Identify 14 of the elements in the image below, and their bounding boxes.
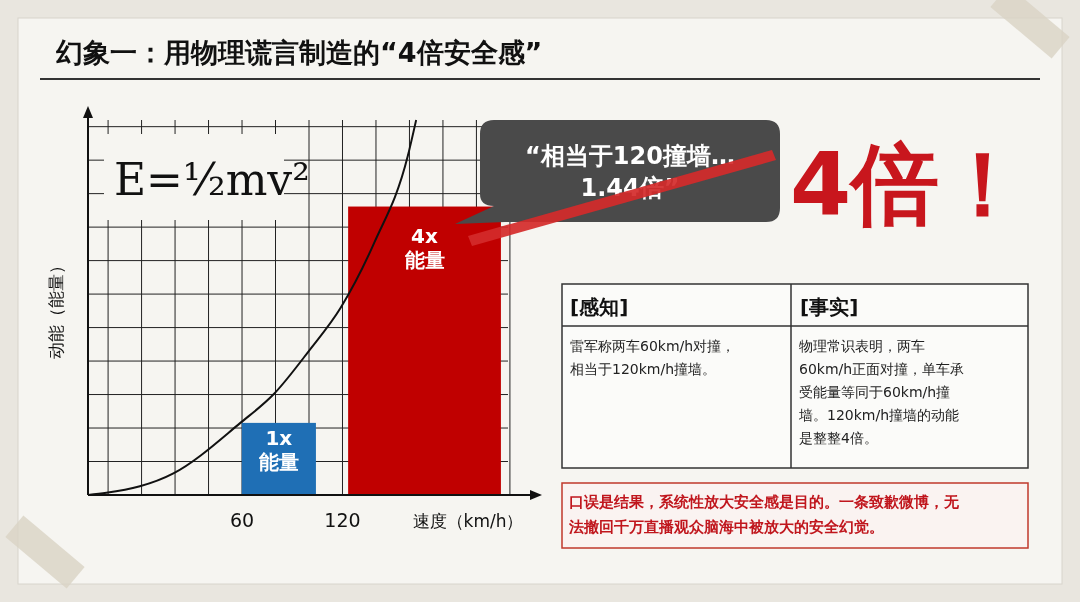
data-label: 4x 能量: [404, 223, 445, 272]
text: [事实]: [800, 295, 859, 319]
x-tick-label: 120: [324, 509, 361, 531]
annotation: E=½mv²: [114, 154, 310, 205]
text: 口误是结果，系统性放大安全感是目的。一条致歉微博，无法撤回千万直播观众脑海中被放大的安全幻觉。: [569, 492, 960, 538]
y-axis-title: 动能（能量）: [46, 256, 66, 359]
x-axis-title: 速度（km/h）: [412, 511, 524, 531]
text: [感知]: [570, 295, 629, 319]
text: 4倍！: [790, 133, 1028, 236]
text: 雷军称两车60km/h对撞，相当于120km/h撞墙。: [570, 337, 737, 379]
chart-title: 幻象一：用物理谎言制造的“4倍安全感”: [56, 37, 543, 68]
x-tick-label: 60: [229, 509, 255, 531]
data-label: 1x 能量: [258, 425, 299, 474]
text: 物理常识表明，两车60km/h正面对撞，单车承受能量等同于60km/h撞墙。120km/h撞墙的动能是整整4倍。: [799, 337, 965, 448]
